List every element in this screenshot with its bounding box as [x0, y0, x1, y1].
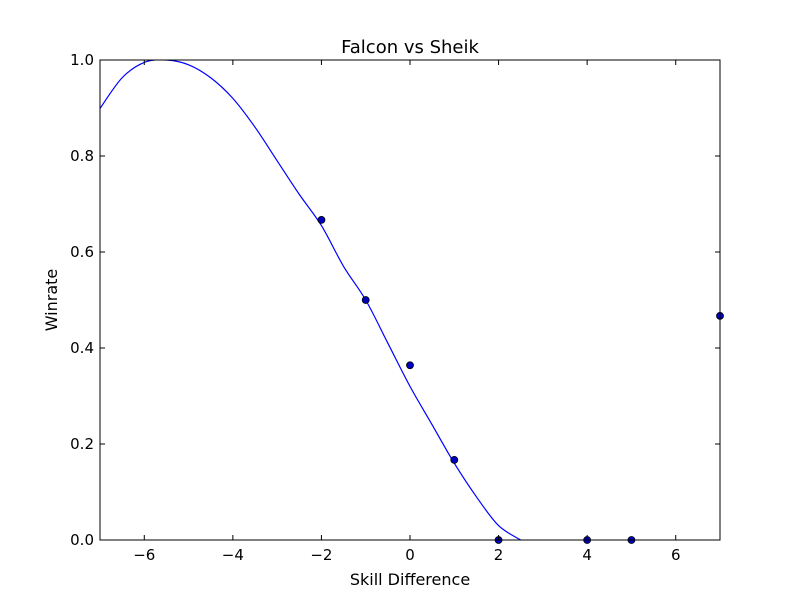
- plot-background: [100, 60, 720, 540]
- scatter-points-layer: [317, 215, 724, 544]
- y-tick-label: 0.4: [70, 339, 94, 357]
- x-tick-label: 4: [582, 546, 592, 564]
- scatter-point: [361, 296, 370, 304]
- x-tick-label: 0: [405, 546, 415, 564]
- x-axis-ticks: −6 −4 −2 0 2 4 6: [133, 60, 680, 564]
- y-axis-ticks: 0.0 0.2 0.4 0.6 0.8 1.0: [70, 51, 720, 549]
- scatter-point: [317, 215, 326, 224]
- plot-area: [99, 59, 724, 544]
- y-tick-label: 0.8: [70, 147, 94, 165]
- x-tick-label: −4: [222, 546, 244, 564]
- chart-title: Falcon vs Sheik: [341, 37, 479, 58]
- scatter-point: [450, 455, 459, 464]
- scatter-point: [406, 361, 414, 370]
- x-tick-label: −2: [310, 546, 332, 564]
- x-tick-label: −6: [133, 546, 155, 564]
- y-tick-label: 1.0: [70, 51, 94, 69]
- x-axis-label: Skill Difference: [350, 570, 470, 589]
- x-tick-label: 2: [494, 546, 504, 564]
- y-tick-label: 0.2: [70, 435, 94, 453]
- y-tick-label: 0.0: [70, 531, 94, 549]
- y-tick-label: 0.6: [70, 243, 94, 261]
- y-axis-label: Winrate: [42, 269, 61, 332]
- x-tick-label: 6: [671, 546, 681, 564]
